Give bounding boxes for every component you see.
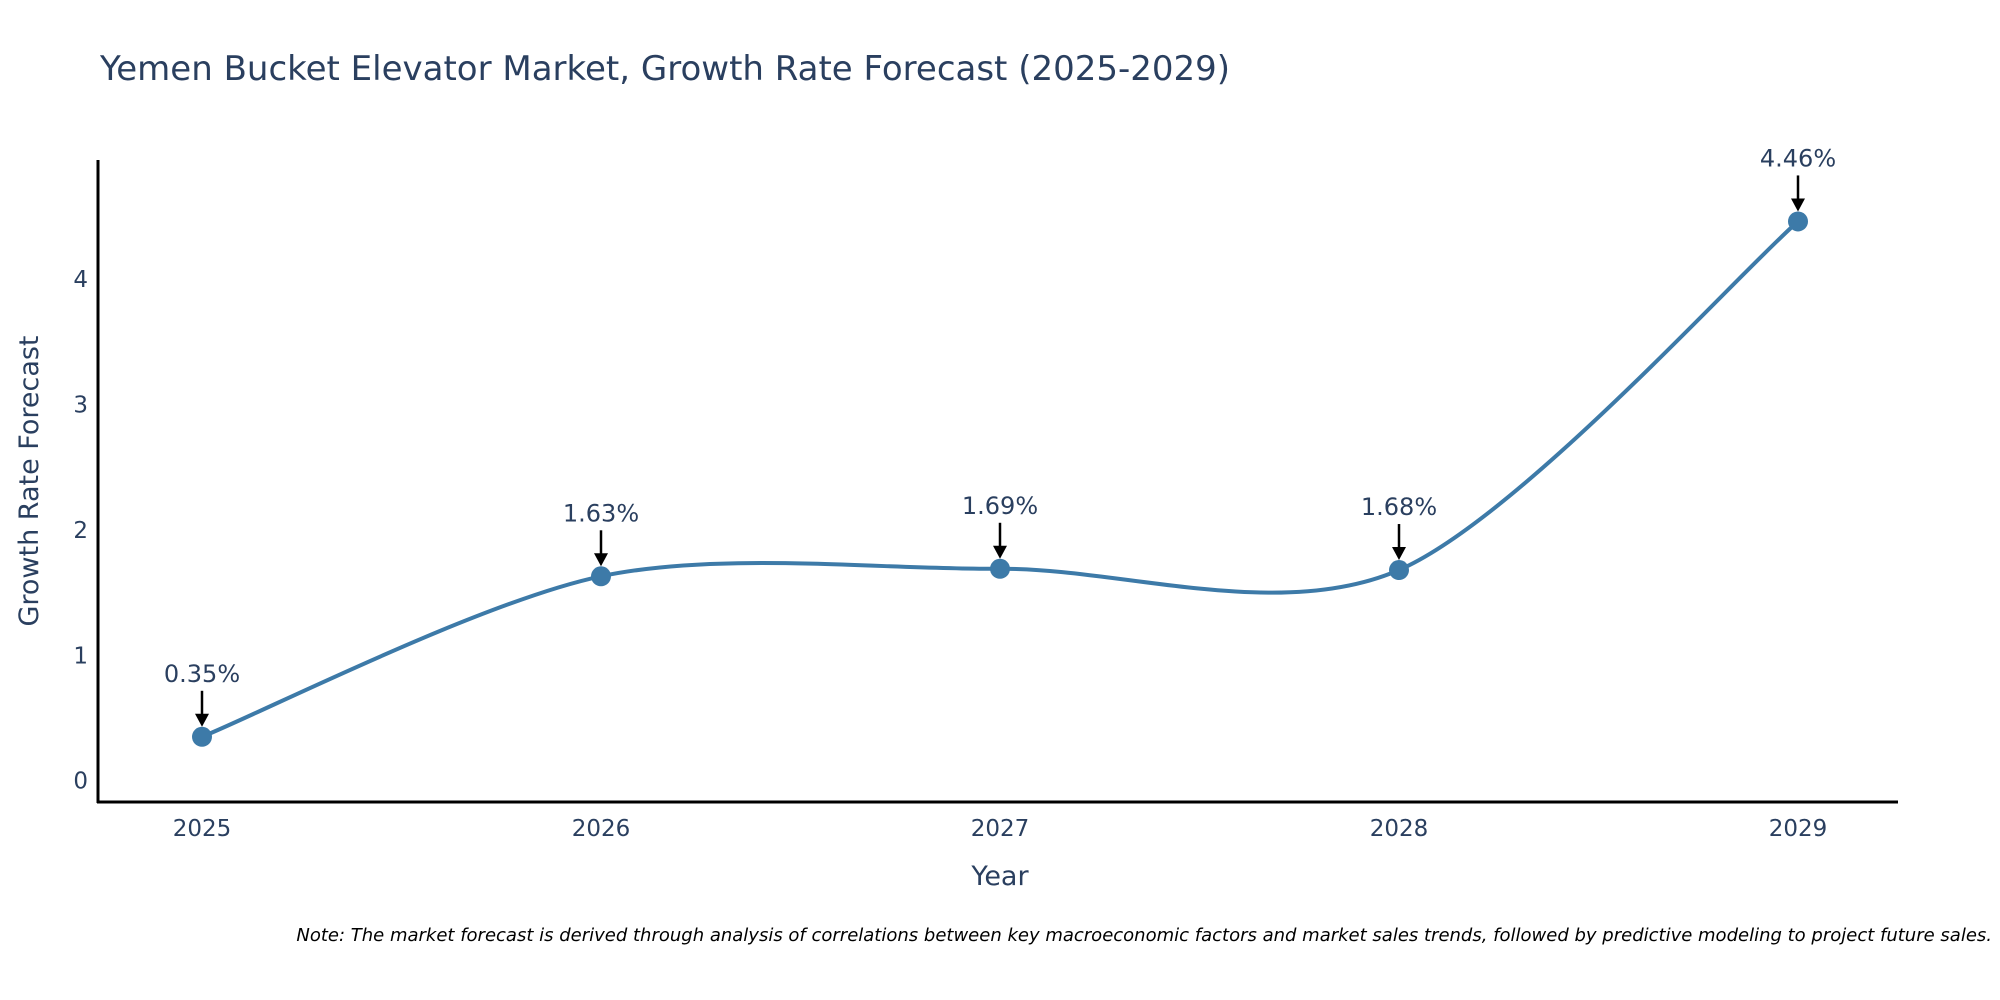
data-label: 1.63% [563, 499, 639, 527]
x-tick-label: 2027 [971, 816, 1030, 842]
y-tick-label: 1 [73, 643, 88, 669]
data-points [192, 211, 1808, 747]
data-point [1389, 560, 1409, 581]
data-label: 4.46% [1760, 144, 1836, 172]
x-tick-label: 2029 [1769, 816, 1828, 842]
x-tick-label: 2025 [173, 816, 232, 842]
annotation-arrow-head [993, 545, 1007, 559]
x-axis-ticks: 2025 2026 2027 2028 2029 [173, 816, 1828, 842]
data-label: 1.69% [962, 492, 1038, 520]
annotation-arrow-head [1392, 547, 1406, 561]
data-label: 1.68% [1361, 493, 1437, 521]
data-point [1788, 211, 1808, 232]
y-tick-label: 3 [73, 393, 88, 419]
y-tick-label: 4 [73, 267, 88, 293]
data-annotation: 0.35% [164, 660, 240, 727]
y-tick-label: 2 [73, 518, 88, 544]
annotation-arrow-head [594, 553, 608, 567]
data-label: 0.35% [164, 660, 240, 688]
data-point [192, 726, 212, 747]
data-annotation: 1.63% [563, 499, 639, 567]
x-axis-title: Year [970, 861, 1029, 892]
chart-title: Yemen Bucket Elevator Market, Growth Rat… [99, 49, 1230, 89]
data-annotation: 4.46% [1760, 144, 1836, 212]
data-point [990, 558, 1010, 579]
x-tick-label: 2026 [572, 816, 631, 842]
data-annotations: 0.35% 1.63% 1.69% 1.68% 4.46% [164, 144, 1836, 727]
y-tick-label: 0 [73, 769, 88, 795]
annotation-arrow-head [195, 713, 209, 727]
y-axis-title: Growth Rate Forecast [14, 335, 45, 626]
series-line [201, 219, 1800, 739]
data-point [591, 566, 611, 587]
x-tick-label: 2028 [1370, 816, 1429, 842]
y-axis-ticks: 0 1 2 3 4 [73, 267, 88, 795]
data-annotation: 1.68% [1361, 493, 1437, 561]
chart-note: Note: The market forecast is derived thr… [296, 925, 1992, 946]
data-annotation: 1.69% [962, 492, 1038, 559]
annotation-arrow-head [1791, 198, 1805, 212]
